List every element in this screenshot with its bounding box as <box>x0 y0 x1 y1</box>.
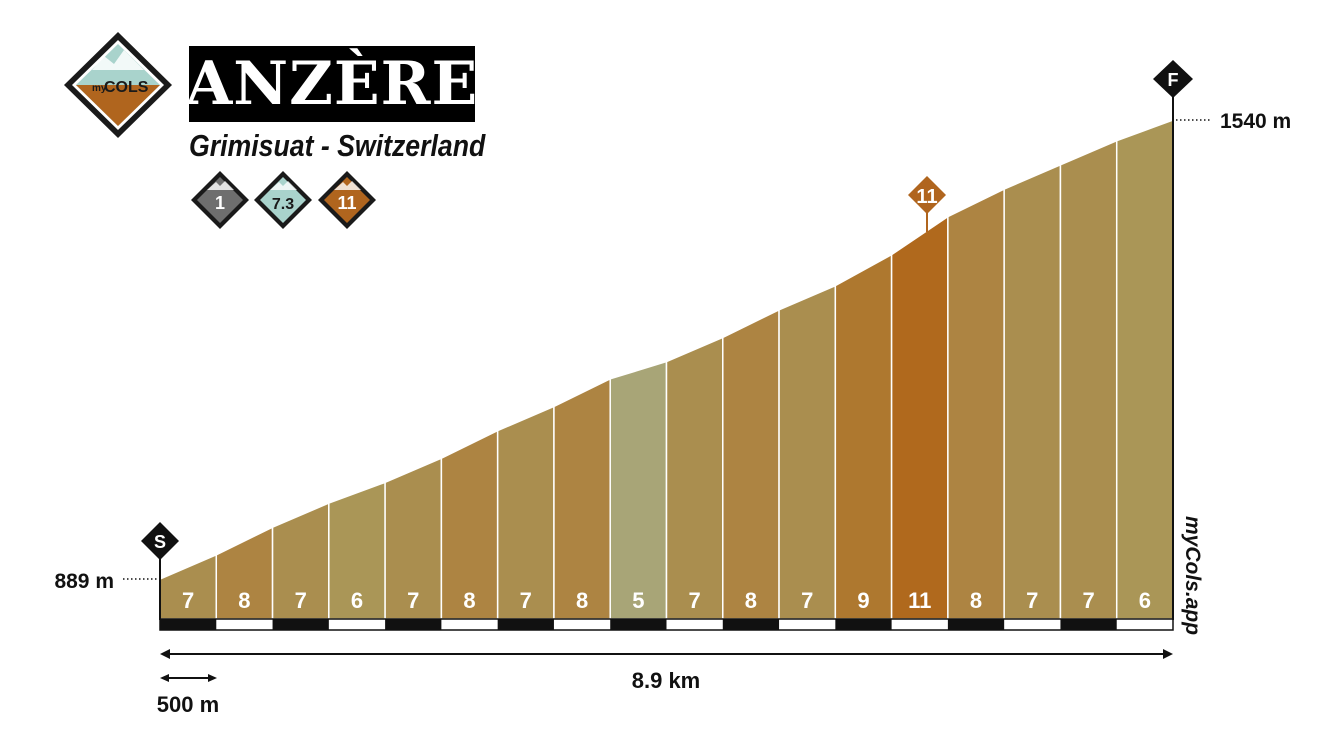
segment-14 <box>890 215 949 620</box>
watermark: myCols.app <box>1181 516 1204 635</box>
mycols-logo: my COLS <box>64 32 172 138</box>
segment-gradient-label: 6 <box>351 588 363 613</box>
segment-gradient-label: 7 <box>182 588 194 613</box>
segment-gradient-label: 7 <box>1026 588 1038 613</box>
segment-15 <box>947 187 1005 620</box>
segment-8 <box>553 377 611 620</box>
segment-11 <box>722 308 780 620</box>
segment-gradient-label: 8 <box>970 588 982 613</box>
segment-gradient-label: 8 <box>238 588 250 613</box>
finish-marker-label: F <box>1168 70 1179 90</box>
logo-text-small: my <box>92 83 107 94</box>
max-gradient-marker-label: 11 <box>916 186 937 208</box>
stat-badges: 1 7.3 11 <box>191 171 376 229</box>
max-gradient-marker: 11 <box>908 176 946 232</box>
segment-18 <box>1115 118 1174 620</box>
scale-label: 500 m <box>157 692 219 717</box>
scale-bar-block <box>610 619 667 630</box>
total-distance-label: 8.9 km <box>632 668 701 693</box>
km-scale-bar <box>159 618 1174 631</box>
segment-gradient-label: 7 <box>1082 588 1094 613</box>
title-box: ANZÈRE <box>186 46 477 122</box>
segment-gradient-label: 8 <box>745 588 757 613</box>
segment-gradient-label: 7 <box>295 588 307 613</box>
scale-bar-block <box>835 619 892 630</box>
scale-arrow <box>160 674 217 682</box>
start-elevation-label: 889 m <box>54 570 114 593</box>
segment-gradient-label: 6 <box>1139 588 1151 613</box>
scale-bar-block <box>160 619 217 630</box>
stat-badge-3: 11 <box>318 171 376 229</box>
logo-text-big: COLS <box>104 79 149 96</box>
stat-badge-value: 1 <box>215 193 225 213</box>
start-marker-label: S <box>154 532 166 552</box>
segment-gradient-label: 11 <box>908 588 931 613</box>
segment-gradient-label: 7 <box>801 588 813 613</box>
scale-bar-block <box>497 619 554 630</box>
segment-13 <box>834 253 893 620</box>
segment-12 <box>778 284 837 620</box>
scale-bar-block <box>1060 619 1117 630</box>
segment-16 <box>1003 163 1062 620</box>
stat-badge-2: 7.3 <box>254 171 312 229</box>
segment-gradient-label: 7 <box>520 588 532 613</box>
profile-segments: 7 8 7 6 7 8 7 8 5 7 8 7 9 11 8 7 7 6 <box>159 118 1174 620</box>
finish-elevation-label: 1540 m <box>1220 110 1291 133</box>
start-marker: S <box>141 522 179 560</box>
page-subtitle: Grimisuat - Switzerland <box>189 128 486 163</box>
scale-bar-block <box>947 619 1005 630</box>
finish-marker: F <box>1153 60 1193 98</box>
segment-gradient-label: 8 <box>463 588 475 613</box>
segment-gradient-label: 7 <box>407 588 419 613</box>
scale-bar-block <box>385 619 442 630</box>
page-title: ANZÈRE <box>185 49 479 119</box>
stat-badge-value: 7.3 <box>272 196 294 213</box>
stat-badge-value: 11 <box>337 193 356 213</box>
total-distance-arrow <box>160 649 1173 659</box>
segment-9 <box>609 360 668 620</box>
segment-17 <box>1059 139 1118 620</box>
segment-gradient-label: 8 <box>576 588 588 613</box>
stat-badge-1: 1 <box>191 171 249 229</box>
scale-bar-block <box>722 619 780 630</box>
segment-gradient-label: 7 <box>689 588 701 613</box>
segment-10 <box>665 336 724 620</box>
segment-gradient-label: 5 <box>632 588 644 613</box>
segment-gradient-label: 9 <box>857 588 869 613</box>
scale-bar-block <box>272 619 329 630</box>
